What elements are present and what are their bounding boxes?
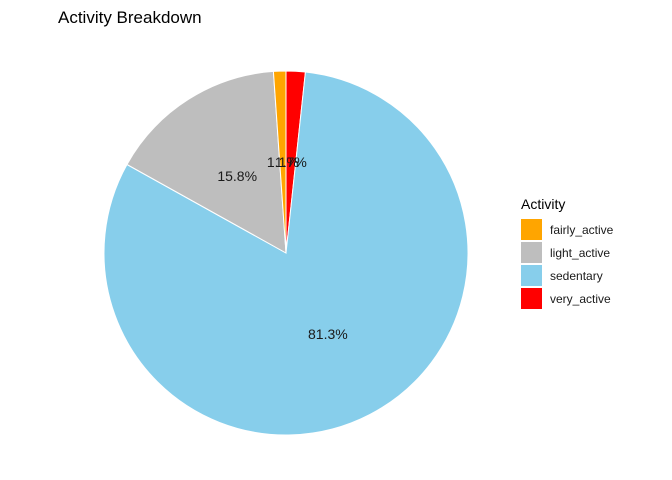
slice-percent-labels: 1.7% 81.3% 15.8% 1.1%: [217, 154, 347, 342]
percent-label-sedentary: 81.3%: [308, 326, 348, 342]
pie-slice-light-active: [126, 70, 287, 254]
legend-label-very-active: very_active: [550, 292, 611, 306]
percent-label-light-active: 15.8%: [217, 168, 257, 184]
legend-key-fairly-active: [521, 219, 542, 240]
pie-slice-fairly-active: [272, 70, 287, 254]
legend-label-light-active: light_active: [550, 246, 610, 260]
percent-label-very-active: 1.7%: [275, 154, 307, 170]
legend-key-light-active: [521, 242, 542, 263]
legend-label-fairly-active: fairly_active: [550, 223, 614, 237]
legend: Activity fairly_active light_activesedent…: [521, 196, 614, 309]
legend-key-very-active: [521, 288, 542, 309]
chart-title: Activity Breakdown: [58, 8, 202, 27]
pie-slices: [103, 70, 469, 436]
percent-label-fairly-active: 1.1%: [267, 154, 299, 170]
legend-title: Activity: [521, 196, 565, 212]
legend-items: fairly_active light_active sedentary very_a…: [521, 219, 614, 309]
legend-label-sedentary: sedentary: [550, 269, 603, 283]
legend-key-sedentary: [521, 265, 542, 286]
